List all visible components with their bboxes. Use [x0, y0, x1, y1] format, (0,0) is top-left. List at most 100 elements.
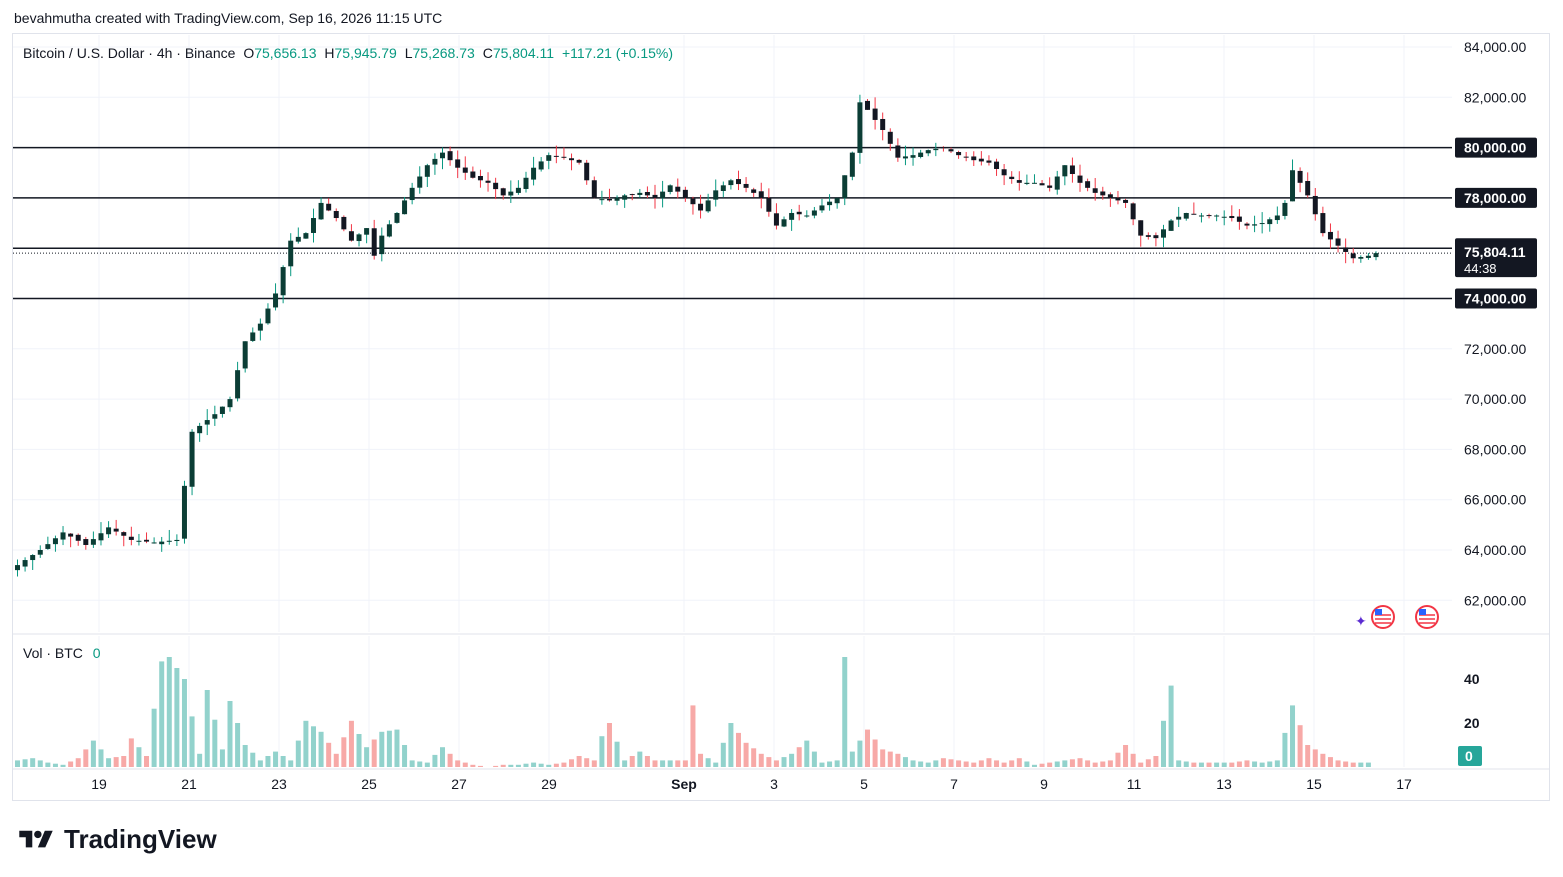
candle-body[interactable] — [675, 186, 681, 192]
candle-body[interactable] — [364, 228, 370, 235]
candle-body[interactable] — [1062, 165, 1068, 177]
candle-body[interactable] — [1130, 203, 1136, 220]
candle-body[interactable] — [887, 131, 893, 144]
candle-body[interactable] — [758, 191, 764, 198]
candle-body[interactable] — [796, 211, 802, 215]
candle-body[interactable] — [1168, 220, 1174, 231]
candle-body[interactable] — [417, 176, 423, 188]
candle-body[interactable] — [1069, 165, 1075, 175]
candle-body[interactable] — [606, 198, 612, 201]
candle-body[interactable] — [295, 236, 301, 242]
candle-body[interactable] — [159, 541, 165, 545]
candle-body[interactable] — [1085, 181, 1091, 188]
candle-body[interactable] — [1198, 215, 1204, 217]
candle-body[interactable] — [310, 218, 316, 233]
candle-body[interactable] — [273, 293, 279, 308]
candle-body[interactable] — [235, 370, 241, 399]
candle-body[interactable] — [978, 158, 984, 162]
candle-body[interactable] — [37, 550, 43, 555]
event-star-icon[interactable]: ✦ — [1355, 613, 1367, 629]
candle-body[interactable] — [538, 161, 544, 170]
candle-body[interactable] — [1191, 213, 1197, 215]
candle-body[interactable] — [447, 151, 453, 161]
candle-body[interactable] — [849, 152, 855, 177]
candle-body[interactable] — [1312, 195, 1318, 215]
candle-body[interactable] — [569, 158, 575, 161]
candle-body[interactable] — [1054, 176, 1060, 190]
candle-body[interactable] — [872, 108, 878, 120]
candle-body[interactable] — [1221, 216, 1227, 218]
candle-body[interactable] — [15, 565, 20, 571]
candle-body[interactable] — [402, 200, 408, 215]
candle-body[interactable] — [1365, 255, 1371, 258]
candle-body[interactable] — [1350, 253, 1356, 259]
candle-body[interactable] — [326, 203, 332, 211]
candle-body[interactable] — [918, 152, 924, 157]
candle-body[interactable] — [743, 183, 749, 188]
candle-body[interactable] — [348, 231, 354, 241]
candle-body[interactable] — [341, 216, 347, 230]
candle-body[interactable] — [561, 156, 567, 158]
candle-body[interactable] — [834, 197, 840, 204]
candle-body[interactable] — [644, 191, 650, 196]
candle-body[interactable] — [1016, 180, 1022, 183]
candle-body[interactable] — [1183, 212, 1189, 219]
candle-body[interactable] — [1024, 182, 1030, 184]
candle-body[interactable] — [83, 539, 89, 545]
candle-body[interactable] — [394, 212, 400, 223]
candle-body[interactable] — [1039, 183, 1045, 186]
candle-body[interactable] — [500, 188, 506, 196]
candle-body[interactable] — [144, 539, 150, 542]
candle-body[interactable] — [280, 267, 286, 296]
candle-body[interactable] — [371, 228, 377, 256]
candle-body[interactable] — [637, 192, 643, 195]
candle-body[interactable] — [811, 210, 817, 216]
candle-body[interactable] — [910, 155, 916, 158]
candle-body[interactable] — [622, 195, 628, 200]
candle-body[interactable] — [1092, 188, 1098, 193]
candle-body[interactable] — [106, 527, 112, 535]
candle-body[interactable] — [204, 420, 210, 425]
candle-body[interactable] — [379, 235, 385, 255]
candle-body[interactable] — [1206, 215, 1212, 217]
candle-body[interactable] — [1100, 191, 1106, 196]
candle-body[interactable] — [667, 185, 673, 192]
candle-body[interactable] — [591, 180, 597, 198]
candle-body[interactable] — [546, 155, 552, 161]
candle-body[interactable] — [90, 539, 96, 545]
candle-body[interactable] — [660, 191, 666, 199]
candle-body[interactable] — [682, 189, 688, 198]
candle-body[interactable] — [1160, 229, 1166, 238]
candle-body[interactable] — [477, 175, 483, 181]
candle-body[interactable] — [1252, 224, 1258, 226]
candle-body[interactable] — [895, 145, 901, 158]
candle-body[interactable] — [1327, 231, 1333, 240]
tradingview-logo[interactable]: TradingView — [14, 824, 217, 855]
candle-body[interactable] — [136, 540, 142, 542]
candle-body[interactable] — [614, 197, 620, 201]
candle-body[interactable] — [865, 100, 871, 110]
candle-body[interactable] — [1236, 216, 1242, 222]
candle-body[interactable] — [531, 167, 537, 180]
candle-body[interactable] — [30, 555, 36, 561]
candle-body[interactable] — [1320, 213, 1326, 234]
candle-body[interactable] — [151, 542, 157, 544]
candle-body[interactable] — [735, 179, 741, 185]
candle-body[interactable] — [455, 159, 461, 168]
candle-body[interactable] — [880, 118, 886, 130]
candle-body[interactable] — [1123, 199, 1129, 203]
symbol-name[interactable]: Bitcoin / U.S. Dollar · 4h · Binance — [23, 45, 236, 61]
candle-body[interactable] — [166, 540, 172, 542]
candle-body[interactable] — [857, 102, 863, 153]
candle-body[interactable] — [766, 198, 772, 212]
candle-body[interactable] — [75, 534, 81, 541]
candle-body[interactable] — [1229, 216, 1235, 219]
candle-body[interactable] — [356, 234, 362, 242]
candle-body[interactable] — [174, 539, 180, 542]
candle-body[interactable] — [113, 528, 119, 532]
candle-body[interactable] — [197, 425, 203, 434]
candle-body[interactable] — [303, 233, 309, 239]
candle-body[interactable] — [1267, 219, 1273, 225]
candle-body[interactable] — [827, 201, 833, 206]
